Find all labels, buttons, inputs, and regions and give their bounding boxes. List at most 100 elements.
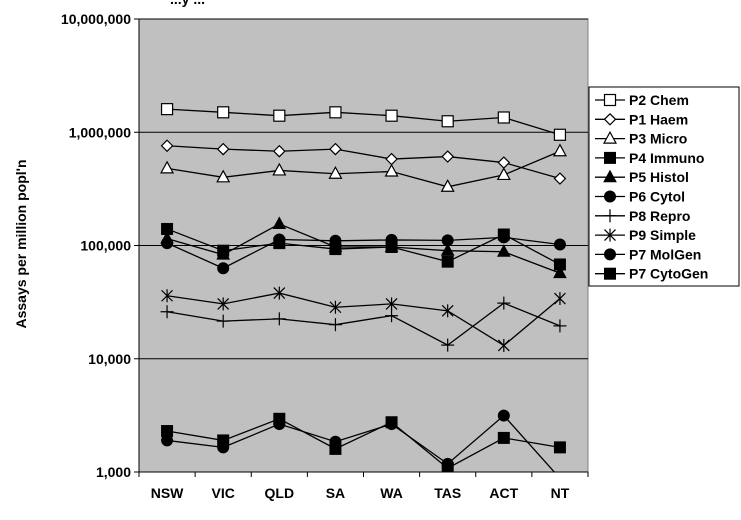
data-point: [554, 473, 565, 484]
data-point: [497, 296, 511, 310]
series-p9-simple: [161, 286, 566, 352]
data-point: [553, 128, 567, 141]
data-point: [217, 434, 230, 447]
data-point: [161, 237, 174, 250]
legend-label: P5 Histol: [629, 169, 689, 185]
x-tick-label: ACT: [489, 485, 518, 501]
y-tick-label: 1,000: [96, 464, 131, 480]
data-point: [217, 106, 230, 119]
data-point: [217, 297, 230, 311]
data-point: [497, 111, 510, 124]
data-point: [553, 441, 566, 454]
data-point: [554, 292, 566, 306]
legend-label: P1 Haem: [629, 111, 688, 127]
legend-item: P6 Cytol: [595, 189, 685, 205]
data-point: [496, 244, 511, 257]
series-p3-micro: [160, 143, 567, 192]
data-point: [440, 243, 455, 256]
x-tick-label: VIC: [212, 485, 235, 501]
data-point: [604, 228, 616, 242]
series-line: [166, 236, 561, 269]
data-point: [441, 115, 454, 128]
y-tick-label: 10,000: [88, 351, 131, 367]
y-tick-label: 10,000,000: [61, 11, 131, 27]
legend-label: P3 Micro: [629, 131, 687, 147]
x-tick-label: NT: [551, 485, 570, 501]
data-point: [603, 169, 617, 183]
series-line: [166, 292, 561, 347]
legend-item: P5 Histol: [595, 169, 689, 185]
data-point: [272, 216, 287, 229]
legend-item: P1 Haem: [595, 111, 688, 127]
data-point: [273, 286, 286, 300]
x-tick-label: NSW: [151, 485, 184, 501]
legend-item: P4 Immuno: [595, 150, 704, 166]
data-point: [272, 144, 286, 158]
data-point: [603, 93, 617, 107]
series-line: [167, 145, 561, 180]
data-point: [604, 267, 616, 280]
data-point: [441, 304, 454, 318]
data-point: [497, 231, 510, 244]
series-line: [166, 150, 561, 188]
data-point: [553, 265, 567, 279]
legend-item: P3 Micro: [595, 131, 687, 147]
series-p6-cytol: [161, 231, 566, 275]
series-p8-repro: [160, 296, 567, 352]
data-point: [552, 143, 567, 157]
data-point: [161, 289, 173, 303]
series-p2-chem: [160, 103, 567, 141]
data-point: [217, 262, 230, 275]
data-point: [329, 106, 342, 119]
data-point: [272, 162, 287, 176]
series-line: [167, 108, 561, 136]
data-point: [329, 142, 342, 156]
series-line: [166, 223, 561, 274]
data-point: [216, 169, 231, 183]
data-point: [329, 442, 342, 455]
data-point: [160, 305, 174, 319]
data-point: [385, 416, 398, 429]
series-line: [166, 418, 561, 469]
data-point: [273, 233, 286, 246]
legend-label: P7 CytoGen: [629, 266, 708, 282]
series-line: [166, 302, 561, 346]
data-point: [216, 247, 231, 260]
data-point: [440, 179, 455, 192]
data-point: [385, 297, 398, 311]
x-tick-label: TAS: [434, 485, 461, 501]
data-point: [441, 255, 454, 268]
y-tick-label: 1,000,000: [69, 124, 131, 140]
data-point: [497, 409, 510, 422]
data-point: [602, 130, 618, 144]
axes-group: 1,000 10,000 100,000 1,000,000 10,000,000 NSW…: [61, 0, 589, 501]
legend-item: P7 MolGen: [595, 246, 701, 262]
data-point: [384, 163, 399, 177]
data-point: [385, 233, 398, 246]
legend-label: P7 MolGen: [629, 246, 701, 262]
data-point: [160, 139, 174, 153]
data-point: [441, 150, 455, 163]
legend-label: P2 Chem: [629, 92, 689, 108]
legend: P2 Chem P1 Haem P3 Micro P4 Immuno P5 Histol…: [588, 86, 740, 287]
legend-label: P9 Simple: [629, 227, 696, 243]
series-group: [160, 103, 567, 484]
data-point: [604, 190, 616, 203]
data-point: [384, 239, 399, 252]
x-tick-label: SA: [326, 485, 345, 501]
data-point: [603, 112, 617, 126]
legend-label: P8 Repro: [629, 208, 690, 224]
data-point: [161, 425, 174, 438]
data-point: [497, 431, 510, 444]
y-axis-title: Assays per million popl'n: [13, 159, 29, 328]
data-point: [441, 462, 454, 472]
legend-label: P4 Immuno: [629, 150, 704, 166]
legend-item: P7 CytoGen: [595, 266, 708, 282]
legend-label: P6 Cytol: [629, 189, 685, 205]
data-point: [497, 338, 510, 352]
data-point: [553, 319, 567, 333]
data-point: [160, 160, 175, 174]
data-point: [329, 234, 342, 247]
data-point: [604, 151, 616, 164]
